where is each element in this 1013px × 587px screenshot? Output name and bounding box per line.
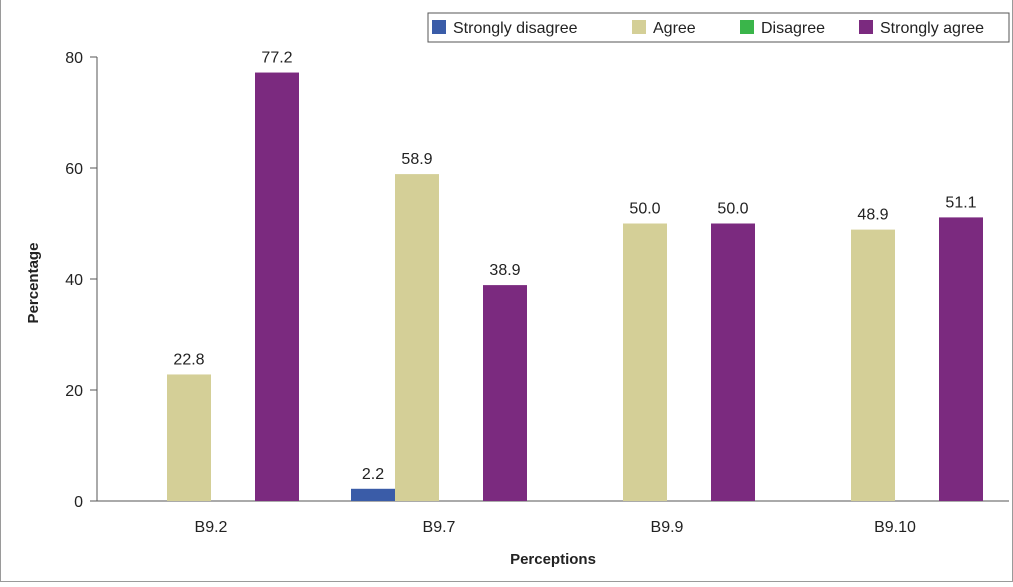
data-label: 22.8 <box>173 351 204 368</box>
x-tick-label: B9.7 <box>423 519 456 536</box>
legend-swatch <box>432 20 446 34</box>
bar-agree <box>395 174 439 502</box>
data-label: 38.9 <box>489 262 520 279</box>
data-label: 50.0 <box>717 201 748 218</box>
y-tick-label: 20 <box>65 383 83 400</box>
bar-strongly-agree <box>711 223 755 501</box>
bar-agree <box>851 229 895 502</box>
data-labels: 22.8 77.2 2.2 58.9 38.9 50.0 50.0 48.9 51.1 <box>173 50 976 483</box>
bar-strongly-agree <box>255 72 299 501</box>
legend-swatch <box>859 20 873 34</box>
y-tick-label: 60 <box>65 161 83 178</box>
bar-strongly-agree <box>483 285 527 501</box>
legend-label: Disagree <box>761 20 825 37</box>
data-label: 51.1 <box>945 194 976 211</box>
y-axis-title: Percentage <box>25 243 42 324</box>
data-label: 58.9 <box>401 151 432 168</box>
data-label: 77.2 <box>261 50 292 67</box>
x-tick-label: B9.10 <box>874 519 916 536</box>
x-axis-title: Perceptions <box>510 551 596 568</box>
y-tick-label: 40 <box>65 272 83 289</box>
legend-box <box>427 12 1010 43</box>
legend-swatch <box>632 20 646 34</box>
y-tick-label: 80 <box>65 50 83 67</box>
data-label: 48.9 <box>857 207 888 224</box>
x-tick-label: B9.2 <box>195 519 228 536</box>
bar-strongly-disagree <box>351 488 395 501</box>
data-label: 2.2 <box>362 466 384 483</box>
legend: Strongly disagree Agree Disagree Strongly a… <box>427 12 1010 43</box>
bars <box>167 72 983 502</box>
legend-label: Agree <box>653 20 696 37</box>
bar-strongly-agree <box>939 217 983 501</box>
legend-swatch <box>740 20 754 34</box>
y-tick-label: 0 <box>74 494 83 511</box>
x-tick-label: B9.9 <box>651 519 684 536</box>
axes: 0 20 40 60 80 B9.2 B9.7 B9.9 B9.10 <box>65 50 1009 536</box>
data-label: 50.0 <box>629 201 660 218</box>
legend-label: Strongly disagree <box>453 20 578 37</box>
legend-label: Strongly agree <box>880 20 984 37</box>
bar-agree <box>623 223 667 501</box>
bar-agree <box>167 374 211 501</box>
